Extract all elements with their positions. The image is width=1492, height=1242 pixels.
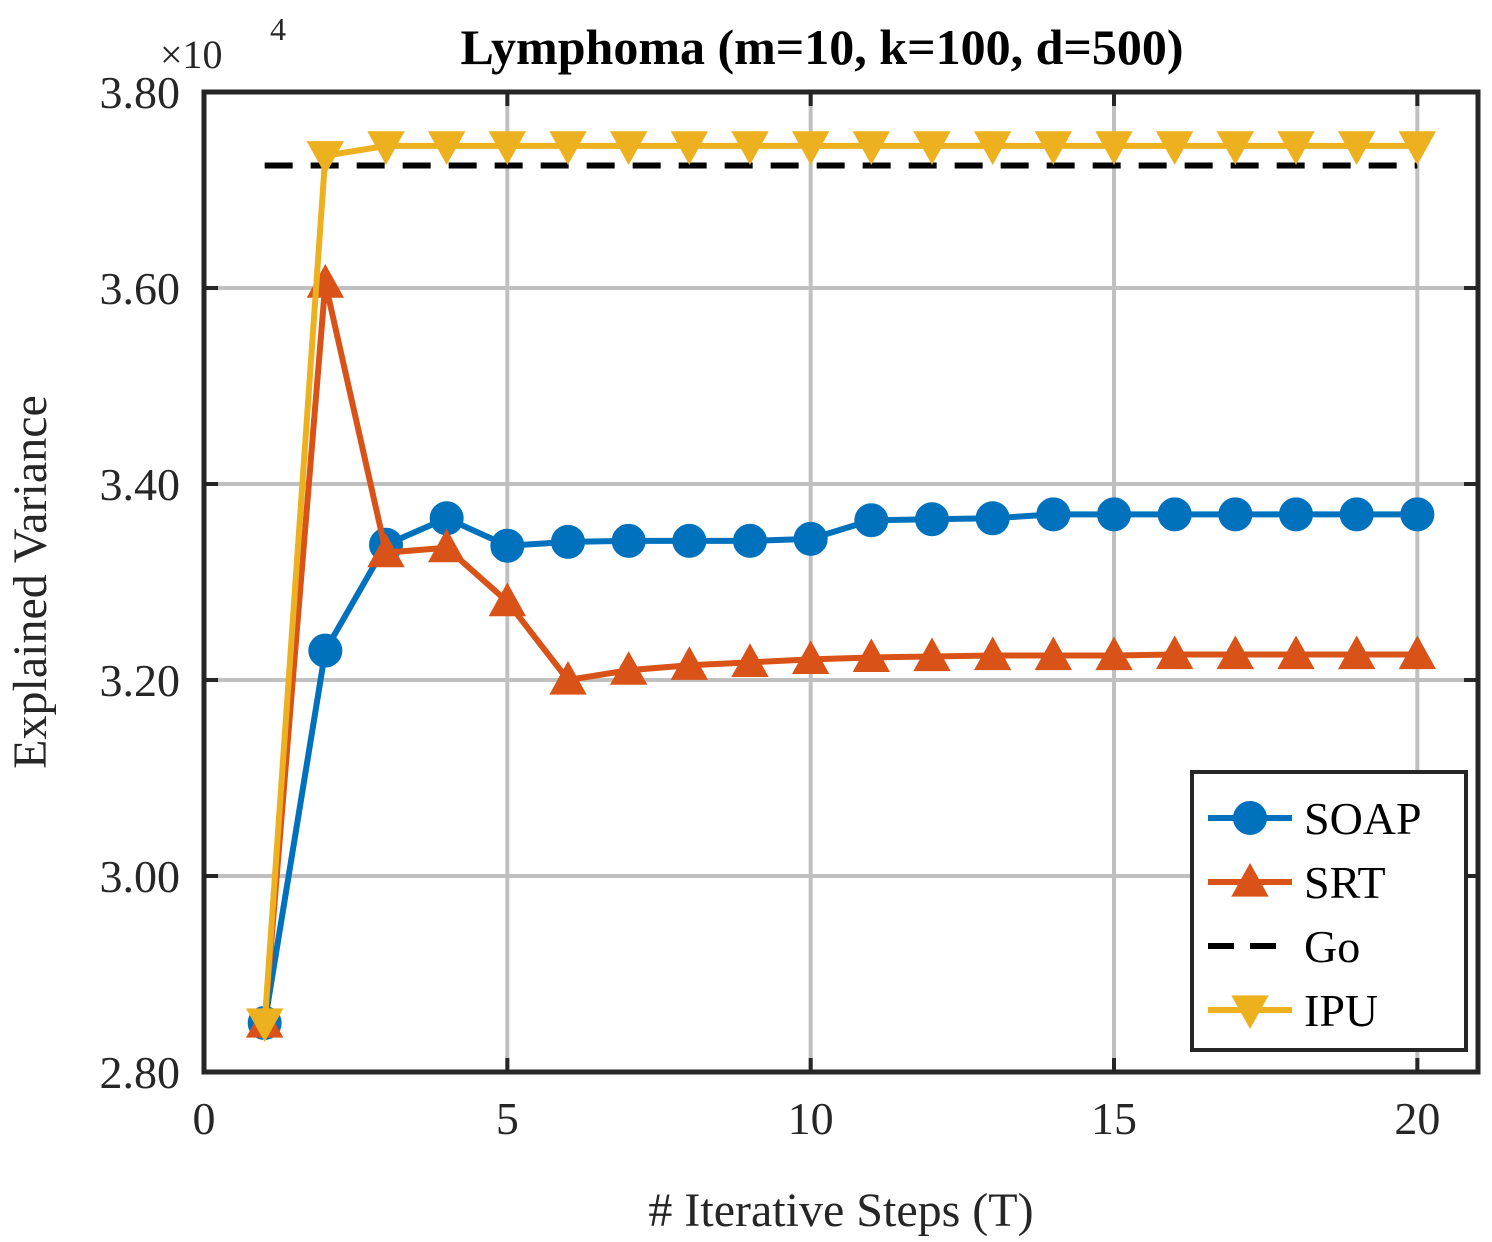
x-tick-label: 10 [788, 1093, 834, 1144]
x-tick-label: 20 [1394, 1093, 1440, 1144]
data-point-srt [488, 582, 527, 617]
data-point-srt [1155, 635, 1194, 670]
data-point-ipu [306, 141, 345, 175]
data-point-ipu [245, 1008, 284, 1043]
data-point-ipu [791, 131, 830, 165]
legend-marker-srt [1231, 862, 1269, 897]
legend-entry-ipu: IPU [1208, 985, 1378, 1036]
chart-title: Lymphoma (m=10, k=100, d=500) [460, 19, 1183, 75]
y-tick-label: 3.20 [100, 655, 181, 706]
data-point-soap [1400, 497, 1435, 532]
data-point-ipu [1277, 131, 1315, 165]
data-point-srt [427, 528, 466, 563]
data-point-srt [1095, 636, 1133, 671]
data-point-soap [551, 524, 585, 559]
data-point-srt [731, 643, 769, 677]
legend-marker-ipu [1231, 995, 1269, 1030]
data-point-srt [549, 660, 587, 695]
data-point-soap [915, 502, 949, 537]
data-point-srt [1034, 636, 1073, 671]
legend-marker-soap [1233, 801, 1267, 835]
data-point-soap [733, 523, 767, 558]
data-point-ipu [1398, 131, 1437, 165]
data-point-srt [913, 637, 951, 672]
data-point-ipu [913, 131, 951, 165]
data-point-srt [1216, 635, 1255, 670]
x-tick-label: 5 [496, 1093, 519, 1144]
y-exponent-label: ×10 4 [160, 11, 286, 77]
data-point-srt [367, 533, 405, 568]
data-point-ipu [488, 131, 527, 165]
legend-label-go: Go [1304, 921, 1360, 972]
data-point-ipu [670, 131, 709, 165]
legend-label-ipu: IPU [1304, 985, 1378, 1036]
data-point-srt [791, 640, 830, 675]
data-point-soap [793, 521, 828, 556]
data-point-ipu [1216, 131, 1255, 165]
x-tick-label: 0 [193, 1093, 216, 1144]
legend: SOAP SRT Go IPU [1190, 770, 1468, 1052]
legend-label-srt: SRT [1304, 857, 1386, 908]
data-point-ipu [1337, 131, 1376, 165]
plot-frame [201, 89, 1481, 1075]
legend-entry-srt: SRT [1208, 857, 1386, 908]
series-group [245, 131, 1437, 1043]
data-point-soap [1279, 497, 1313, 532]
data-point-ipu [1155, 131, 1194, 165]
axis-ticks: 0 5 10 15 20 2.80 3.00 3.20 3.40 3.60 3.80 [100, 67, 1478, 1144]
data-point-srt [1337, 635, 1376, 670]
data-point-soap [1157, 497, 1192, 532]
data-point-soap [308, 633, 343, 668]
data-point-srt [609, 651, 648, 685]
data-point-soap [611, 523, 646, 558]
data-point-ipu [852, 131, 891, 165]
data-point-srt [973, 636, 1012, 671]
series-ipu [245, 131, 1437, 1043]
data-point-soap [1036, 497, 1071, 532]
x-tick-label: 15 [1091, 1093, 1137, 1144]
y-tick-label: 3.40 [100, 459, 181, 510]
y-exponent-base: ×10 [160, 32, 223, 77]
data-point-ipu [973, 131, 1012, 165]
y-exponent-power: 4 [270, 11, 286, 47]
x-axis-label: # Iterative Steps (T) [648, 1184, 1033, 1237]
y-tick-label: 3.60 [100, 263, 181, 314]
data-point-ipu [1095, 131, 1133, 165]
data-point-srt [1398, 635, 1437, 670]
data-point-srt [1277, 635, 1315, 670]
y-axis-label: Explained Variance [4, 395, 57, 769]
data-point-soap [975, 501, 1010, 536]
data-point-soap [490, 528, 525, 563]
data-point-soap [1218, 497, 1253, 532]
data-point-srt [852, 638, 891, 673]
data-point-ipu [427, 131, 466, 165]
y-tick-label: 3.80 [100, 67, 181, 118]
data-point-srt [670, 646, 709, 680]
legend-label-soap: SOAP [1304, 793, 1422, 844]
y-tick-label: 3.00 [100, 851, 181, 902]
data-point-soap [1339, 497, 1374, 532]
data-point-ipu [367, 131, 405, 165]
legend-entry-go: Go [1208, 921, 1360, 972]
data-point-ipu [731, 131, 769, 165]
y-tick-label: 2.80 [100, 1047, 181, 1098]
data-point-ipu [1034, 131, 1073, 165]
data-point-soap [672, 523, 707, 558]
legend-entry-soap: SOAP [1208, 793, 1422, 844]
data-point-ipu [609, 131, 648, 165]
data-point-soap [854, 503, 889, 538]
data-point-soap [1097, 497, 1131, 532]
data-point-ipu [549, 131, 587, 165]
